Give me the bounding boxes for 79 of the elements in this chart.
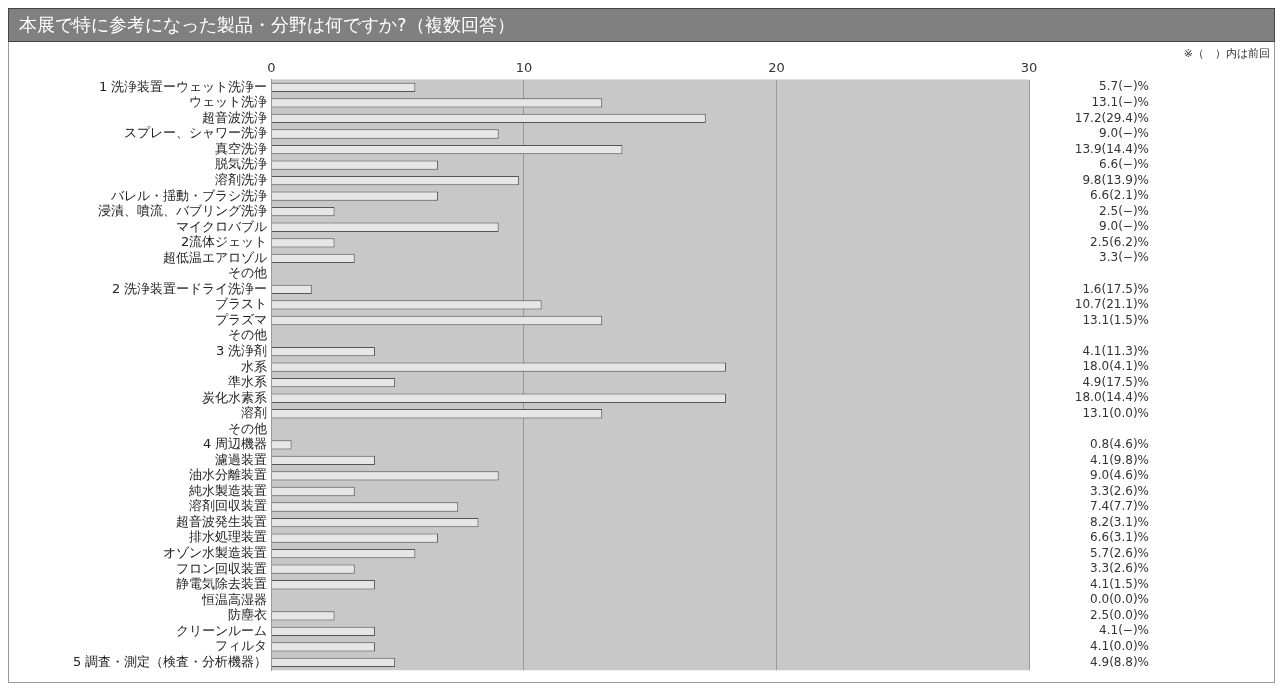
y-tick-label: 排水処理装置 — [189, 529, 268, 545]
y-tick-label: 浸漬、噴流、バブリング洗浄 — [98, 203, 268, 219]
data-label: 6.6(2.1)% — [1090, 188, 1149, 203]
x-tick-label: 30 — [1020, 60, 1038, 76]
x-tick-label: 0 — [267, 60, 276, 76]
y-tick-label: マイクロバブル — [176, 218, 268, 234]
y-tick-label: クリーンルーム — [176, 622, 268, 638]
y-tick-label: 3 洗浄剤 — [216, 342, 268, 358]
y-tick-label: 溶剤洗浄 — [215, 172, 268, 187]
data-label: 2.5(0.0)% — [1090, 607, 1149, 622]
y-tick-label: 1 洗浄装置ーウェット洗浄ー — [99, 78, 268, 94]
data-label: 2.5(−)% — [1099, 203, 1149, 218]
y-tick-label: フィルタ — [215, 638, 268, 654]
data-label: 13.1(−)% — [1091, 95, 1149, 110]
y-tick-label: 濾過装置 — [215, 451, 268, 467]
data-label: 5.7(−)% — [1099, 79, 1149, 94]
y-tick-label: オゾン水製造装置 — [163, 545, 268, 561]
y-tick-label: 水系 — [241, 358, 268, 374]
y-tick-label: 真空洗浄 — [215, 140, 268, 156]
y-tick-label: その他 — [228, 327, 268, 343]
y-tick-label: 2流体ジェット — [181, 234, 268, 250]
y-tick-label: 防塵衣 — [228, 607, 268, 623]
data-label: 3.3(2.6)% — [1090, 561, 1149, 576]
data-label: 10.7(21.1)% — [1074, 297, 1149, 312]
y-tick-label: ウェット洗浄 — [189, 94, 268, 110]
y-tick-label: 恒温高湿器 — [201, 591, 268, 607]
y-tick-label: 4 周辺機器 — [203, 436, 268, 452]
data-label: 4.9(8.8)% — [1090, 654, 1149, 669]
data-label: 8.2(3.1)% — [1090, 514, 1149, 529]
y-tick-label: プラズマ — [215, 311, 268, 327]
x-tick-label: 20 — [768, 60, 785, 76]
y-tick-label: 油水分離装置 — [189, 467, 268, 483]
data-label: 18.0(4.1)% — [1082, 359, 1149, 374]
data-label: 6.6(−)% — [1099, 157, 1149, 172]
y-tick-label: その他 — [228, 265, 268, 281]
data-label: 0.8(4.6)% — [1090, 436, 1149, 451]
data-label: 4.1(0.0)% — [1090, 639, 1149, 654]
data-label: 3.3(2.6)% — [1090, 483, 1149, 498]
y-tick-label: その他 — [228, 420, 268, 436]
y-tick-label: 溶剤回収装置 — [189, 498, 268, 514]
data-label: 4.1(11.3)% — [1082, 343, 1149, 358]
data-label: 9.0(−)% — [1099, 219, 1149, 234]
data-label: 9.0(−)% — [1099, 126, 1149, 141]
y-tick-label: 炭化水素系 — [202, 389, 268, 405]
data-label: 13.1(0.0)% — [1082, 405, 1149, 420]
y-tick-label: スプレー、シャワー洗浄 — [124, 125, 268, 141]
data-label: 3.3(−)% — [1099, 250, 1149, 265]
data-label: 1.6(17.5)% — [1082, 281, 1149, 296]
chart-title: 本展で特に参考になった製品・分野は何ですか?（複数回答） — [8, 8, 1275, 42]
data-label: 4.1(9.8)% — [1090, 452, 1149, 467]
data-label: 4.1(−)% — [1099, 623, 1149, 638]
y-tick-label: 純水製造装置 — [189, 482, 268, 498]
data-label: 4.1(1.5)% — [1090, 576, 1149, 591]
y-tick-label: 2 洗浄装置ードライ洗浄ー — [112, 280, 268, 296]
y-tick-label: 5 調査・測定（検査・分析機器） — [73, 653, 268, 669]
text: ※（ ）内は前回 — [1183, 46, 1270, 60]
data-label: 7.4(7.7)% — [1090, 499, 1149, 514]
y-tick-label: 超音波発生装置 — [176, 513, 268, 529]
data-label: 2.5(6.2)% — [1090, 234, 1149, 249]
y-tick-label: 準水系 — [228, 374, 268, 390]
data-label: 4.9(17.5)% — [1082, 374, 1149, 389]
y-tick-label: 超音波洗浄 — [202, 109, 268, 125]
y-tick-label: 脱気洗浄 — [215, 156, 268, 172]
y-tick-label: ブラスト — [215, 296, 268, 312]
data-label: 0.0(0.0)% — [1090, 592, 1149, 607]
data-label: 18.0(14.4)% — [1074, 390, 1149, 405]
data-label: 17.2(29.4)% — [1074, 110, 1149, 125]
y-tick-label: バレル・揺動・ブラシ洗浄 — [110, 187, 268, 203]
data-label: 5.7(2.6)% — [1090, 545, 1149, 560]
y-tick-label: 超低温エアロゾル — [163, 249, 268, 265]
x-tick-label: 10 — [515, 60, 533, 76]
data-label: 9.8(13.9)% — [1082, 172, 1149, 187]
y-tick-label: 溶剤 — [241, 405, 268, 421]
data-label: 9.0(4.6)% — [1090, 468, 1149, 483]
y-tick-label: フロン回収装置 — [176, 560, 268, 576]
data-label: 13.1(1.5)% — [1082, 312, 1149, 327]
data-label: 13.9(14.4)% — [1074, 141, 1149, 156]
y-tick-label: 静電気除去装置 — [176, 576, 268, 592]
data-label: 6.6(3.1)% — [1090, 530, 1149, 545]
